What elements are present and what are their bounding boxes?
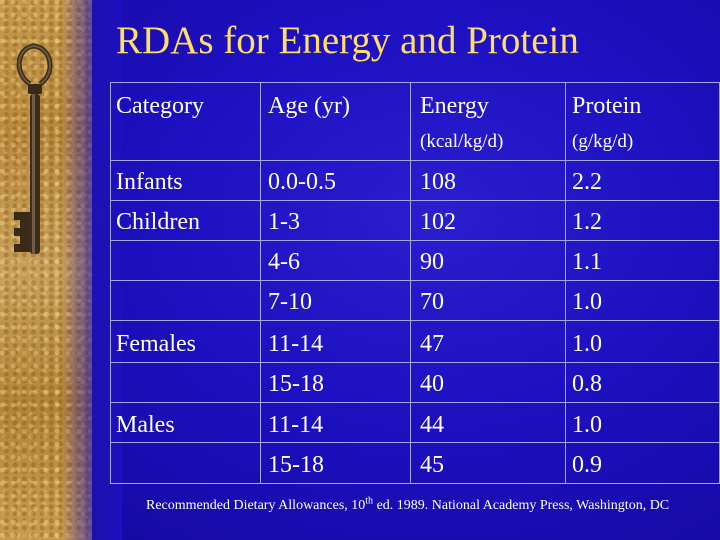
grid-line [110, 240, 720, 241]
footnote-text: Recommended Dietary Allowances, 10 [146, 498, 366, 513]
row-age: 15-18 [268, 371, 324, 397]
rda-table: Category Age (yr) Energy (kcal/kg/d) Pro… [110, 82, 720, 484]
row-energy: 44 [420, 412, 444, 438]
grid-line [410, 82, 411, 484]
grid-line [110, 200, 720, 201]
row-age: 11-14 [268, 412, 324, 438]
row-energy: 108 [420, 169, 456, 195]
row-category: Males [116, 412, 175, 438]
row-category: Females [116, 331, 196, 357]
header-protein: Protein [572, 93, 642, 119]
header-age: Age (yr) [268, 93, 350, 119]
key-icon [14, 43, 53, 254]
row-age: 0.0-0.5 [268, 169, 336, 195]
row-energy: 45 [420, 452, 444, 478]
row-category: Infants [116, 169, 183, 195]
grid-line [565, 82, 566, 484]
row-age: 1-3 [268, 209, 300, 235]
texture-fade [62, 0, 122, 540]
footnote-superscript: th [365, 495, 374, 507]
grid-line [110, 483, 720, 484]
grid-line [110, 362, 720, 363]
row-category: Children [116, 209, 200, 235]
row-protein: 0.9 [572, 452, 602, 478]
grid-line [110, 82, 720, 83]
footnote: Recommended Dietary Allowances, 10th ed.… [146, 496, 706, 516]
row-protein: 1.1 [572, 249, 602, 275]
grid-line [110, 280, 720, 281]
grid-line [110, 82, 111, 484]
header-category: Category [116, 93, 204, 119]
grid-line [110, 442, 720, 443]
grid-line [110, 402, 720, 403]
row-energy: 90 [420, 249, 444, 275]
row-age: 15-18 [268, 452, 324, 478]
slide-title: RDAs for Energy and Protein [116, 19, 579, 62]
row-energy: 102 [420, 209, 456, 235]
row-age: 7-10 [268, 289, 312, 315]
row-protein: 2.2 [572, 169, 602, 195]
row-energy: 47 [420, 331, 444, 357]
row-protein: 1.2 [572, 209, 602, 235]
row-protein: 1.0 [572, 289, 602, 315]
row-protein: 1.0 [572, 331, 602, 357]
footnote-text-end: ed. 1989. National Academy Press, Washin… [373, 498, 670, 513]
row-age: 4-6 [268, 249, 300, 275]
header-energy-unit: (kcal/kg/d) [420, 131, 504, 152]
row-age: 11-14 [268, 331, 324, 357]
row-protein: 1.0 [572, 412, 602, 438]
grid-line [110, 160, 720, 161]
row-energy: 70 [420, 289, 444, 315]
header-energy: Energy [420, 93, 489, 119]
row-energy: 40 [420, 371, 444, 397]
grid-line [260, 82, 261, 484]
row-protein: 0.8 [572, 371, 602, 397]
header-protein-unit: (g/kg/d) [572, 131, 634, 152]
grid-line [110, 320, 720, 321]
